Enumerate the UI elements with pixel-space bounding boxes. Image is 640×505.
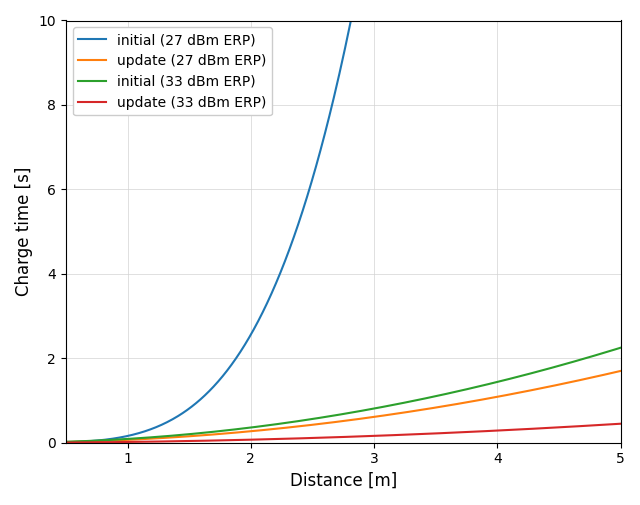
- initial (33 dBm ERP): [604, 349, 611, 355]
- update (27 dBm ERP): [326, 420, 333, 426]
- update (27 dBm ERP): [516, 389, 524, 395]
- Line: initial (33 dBm ERP): initial (33 dBm ERP): [66, 348, 621, 442]
- Legend: initial (27 dBm ERP), update (27 dBm ERP), initial (33 dBm ERP), update (33 dBm : initial (27 dBm ERP), update (27 dBm ERP…: [73, 27, 272, 115]
- update (27 dBm ERP): [604, 371, 611, 377]
- initial (33 dBm ERP): [326, 413, 333, 419]
- update (33 dBm ERP): [392, 432, 400, 438]
- Line: initial (27 dBm ERP): initial (27 dBm ERP): [66, 0, 621, 442]
- update (27 dBm ERP): [329, 419, 337, 425]
- update (33 dBm ERP): [62, 439, 70, 445]
- initial (33 dBm ERP): [62, 439, 70, 445]
- initial (33 dBm ERP): [516, 373, 524, 379]
- update (27 dBm ERP): [617, 368, 625, 374]
- update (27 dBm ERP): [362, 415, 370, 421]
- update (33 dBm ERP): [516, 426, 524, 432]
- initial (27 dBm ERP): [329, 99, 337, 106]
- Line: update (33 dBm ERP): update (33 dBm ERP): [66, 424, 621, 442]
- initial (27 dBm ERP): [62, 439, 70, 445]
- update (27 dBm ERP): [392, 411, 400, 417]
- initial (33 dBm ERP): [392, 401, 400, 408]
- initial (27 dBm ERP): [326, 113, 333, 119]
- Y-axis label: Charge time [s]: Charge time [s]: [15, 167, 33, 296]
- update (33 dBm ERP): [326, 434, 333, 440]
- update (33 dBm ERP): [604, 422, 611, 428]
- initial (33 dBm ERP): [617, 345, 625, 351]
- update (33 dBm ERP): [617, 421, 625, 427]
- X-axis label: Distance [m]: Distance [m]: [290, 472, 397, 490]
- Line: update (27 dBm ERP): update (27 dBm ERP): [66, 371, 621, 442]
- initial (33 dBm ERP): [329, 413, 337, 419]
- initial (33 dBm ERP): [362, 407, 370, 413]
- update (27 dBm ERP): [62, 439, 70, 445]
- update (33 dBm ERP): [362, 433, 370, 439]
- update (33 dBm ERP): [329, 434, 337, 440]
